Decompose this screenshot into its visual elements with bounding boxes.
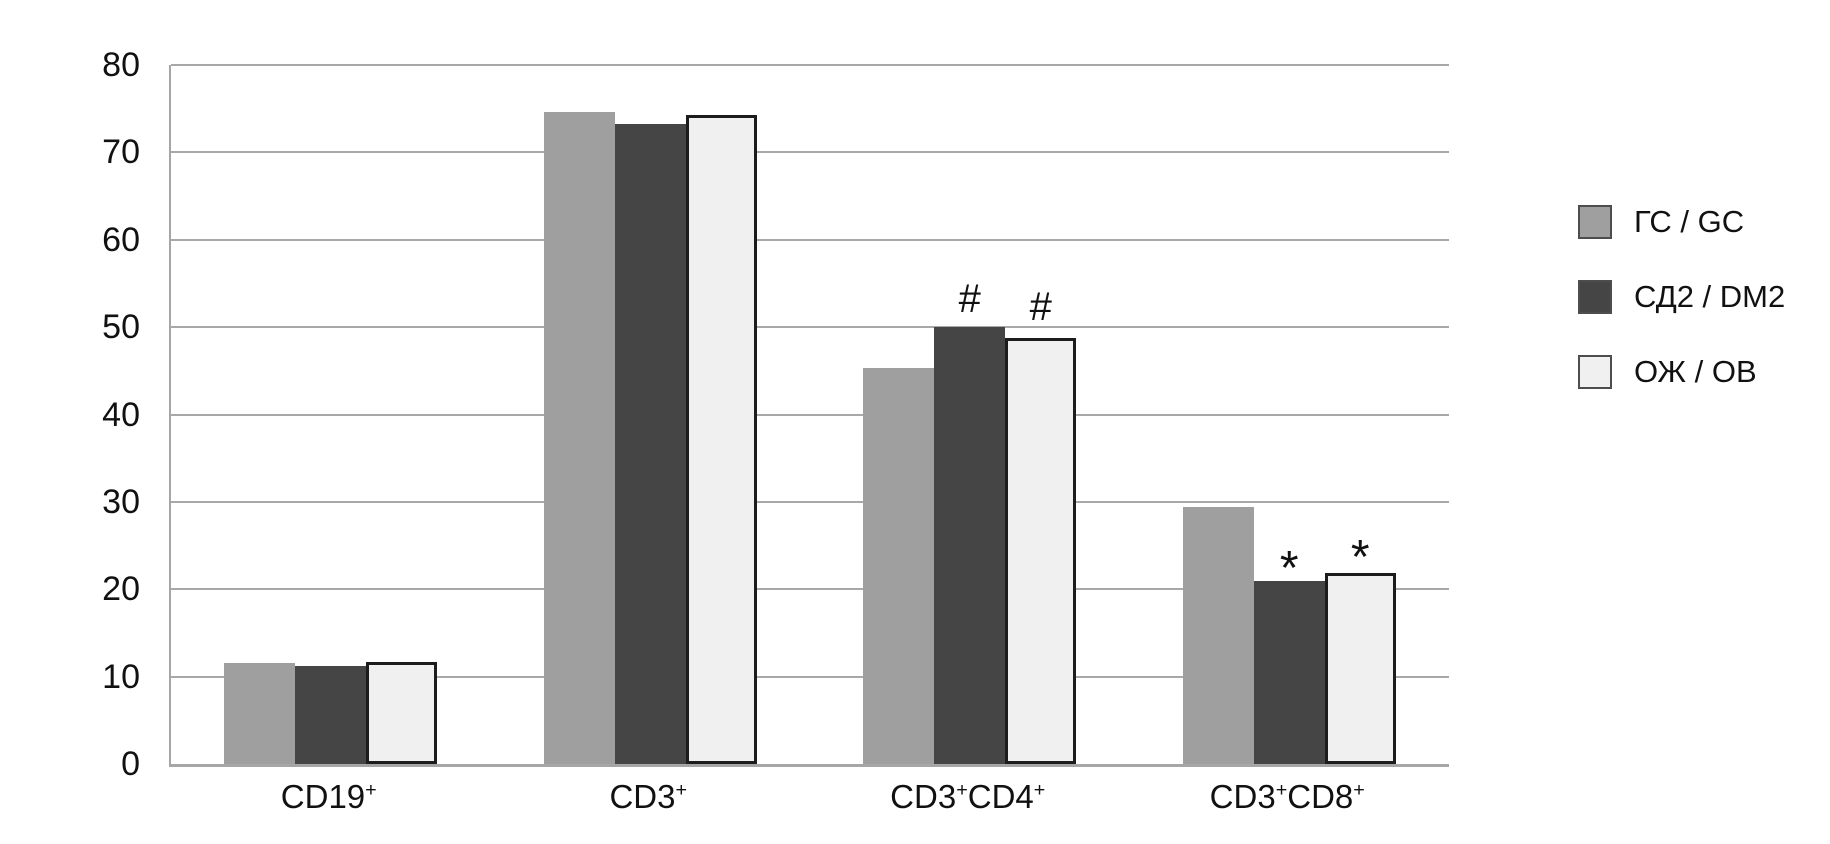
bar-group-CD3posCD8pos: * * xyxy=(1130,507,1450,764)
gridline-y-80 xyxy=(171,64,1449,66)
legend-label: ОЖ / OB xyxy=(1634,354,1757,389)
gridline-y-40 xyxy=(171,413,1449,416)
gridline-y-10 xyxy=(171,675,1449,678)
bar-CD19pos-series-0 xyxy=(224,662,296,764)
legend-swatch-icon xyxy=(1578,205,1612,239)
y-tick-label-60: 60 xyxy=(102,220,140,259)
y-tick-label-10: 10 xyxy=(102,657,140,696)
bar-CD3posCD4pos-series-0 xyxy=(863,368,935,764)
x-label-CD3pos: CD3+ xyxy=(609,778,688,815)
x-label-CD3posCD4pos: CD3+CD4+ xyxy=(890,778,1046,815)
bar-CD3pos-series-2 xyxy=(685,114,757,764)
y-tick-label-30: 30 xyxy=(102,482,140,521)
bar-CD3posCD8pos-series-1: * xyxy=(1253,545,1325,764)
y-tick-label-20: 20 xyxy=(102,570,140,609)
y-tick-label-50: 50 xyxy=(102,308,140,347)
bar-CD19pos-series-1 xyxy=(295,666,367,764)
legend-swatch-icon xyxy=(1578,280,1612,314)
bar-CD3posCD8pos-series-2: * xyxy=(1324,533,1396,764)
significance-mark-star: * xyxy=(1279,542,1299,596)
y-tick-label-70: 70 xyxy=(102,133,140,172)
gridline-y-70 xyxy=(171,151,1449,154)
y-tick-label-40: 40 xyxy=(102,395,140,434)
gridline-y-60 xyxy=(171,238,1449,241)
bar-CD3posCD4pos-series-2: # xyxy=(1005,287,1077,764)
bar-group-CD3posCD4pos: # # xyxy=(810,279,1130,764)
y-tick-label-0: 0 xyxy=(121,745,140,783)
gridline-y-20 xyxy=(171,588,1449,591)
significance-mark-star: * xyxy=(1350,530,1370,584)
x-label-CD3posCD8pos: CD3+CD8+ xyxy=(1209,778,1365,815)
gridline-y-30 xyxy=(171,500,1449,503)
bar-group-CD3pos xyxy=(491,112,811,764)
plot-area: # # * * xyxy=(169,64,1450,767)
bar-CD3posCD8pos-series-0 xyxy=(1182,507,1254,764)
legend-label: ГС / GC xyxy=(1634,204,1745,239)
x-label-CD19pos: CD19+ xyxy=(280,778,377,815)
legend-label: СД2 / DM2 xyxy=(1634,279,1786,314)
bar-group-CD19pos xyxy=(171,661,491,764)
y-tick-label-80: 80 xyxy=(102,46,140,84)
legend-item-0: ГС / GC xyxy=(1578,202,1785,242)
legend-item-1: СД2 / DM2 xyxy=(1578,277,1785,317)
bar-CD19pos-series-2 xyxy=(366,661,438,764)
gridline-y-50 xyxy=(171,326,1449,329)
legend: ГС / GC СД2 / DM2 ОЖ / OB xyxy=(1578,202,1785,427)
legend-swatch-icon xyxy=(1578,355,1612,389)
significance-mark-hash: # xyxy=(1029,285,1052,330)
bar-CD3pos-series-1 xyxy=(614,123,686,764)
significance-mark-hash: # xyxy=(958,277,981,322)
bar-CD3pos-series-0 xyxy=(543,112,615,764)
bar-CD3posCD4pos-series-1: # xyxy=(934,279,1006,764)
legend-item-2: ОЖ / OB xyxy=(1578,352,1785,392)
